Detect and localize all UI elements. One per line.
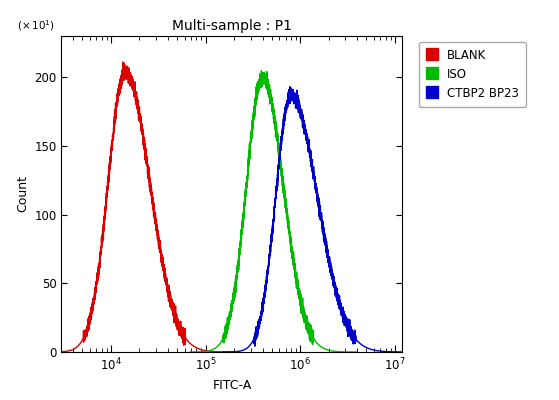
X-axis label: FITC-A: FITC-A <box>212 379 252 392</box>
BLANK <box>181 334 188 338</box>
ISO <box>348 350 354 354</box>
BLANK <box>134 102 141 107</box>
CTBP2 BP23 <box>309 161 315 166</box>
ISO <box>339 350 346 354</box>
ISO <box>307 330 314 335</box>
ISO <box>258 76 264 81</box>
Line: BLANK: BLANK <box>49 62 236 352</box>
ISO <box>266 87 272 92</box>
CTBP2 BP23 <box>298 111 305 116</box>
Y-axis label: Count: Count <box>16 176 29 212</box>
CTBP2 BP23 <box>407 350 414 354</box>
Title: Multi-sample : P1: Multi-sample : P1 <box>172 20 292 34</box>
CTBP2 BP23 <box>286 84 293 89</box>
ISO <box>258 68 265 73</box>
BLANK <box>45 350 52 354</box>
BLANK <box>233 350 239 354</box>
CTBP2 BP23 <box>356 340 362 345</box>
CTBP2 BP23 <box>300 120 306 124</box>
Text: $(\times\,10^{1})$: $(\times\,10^{1})$ <box>17 18 55 33</box>
BLANK <box>120 60 126 64</box>
BLANK <box>125 74 132 79</box>
BLANK <box>227 350 234 354</box>
Legend: BLANK, ISO, CTBP2 BP23: BLANK, ISO, CTBP2 BP23 <box>419 42 526 107</box>
BLANK <box>217 350 224 354</box>
Line: ISO: ISO <box>190 71 356 352</box>
ISO <box>353 350 359 354</box>
Line: CTBP2 BP23: CTBP2 BP23 <box>222 86 410 352</box>
CTBP2 BP23 <box>392 350 399 354</box>
CTBP2 BP23 <box>219 350 226 354</box>
ISO <box>187 350 193 354</box>
CTBP2 BP23 <box>401 350 408 354</box>
BLANK <box>124 69 131 74</box>
ISO <box>257 80 263 85</box>
